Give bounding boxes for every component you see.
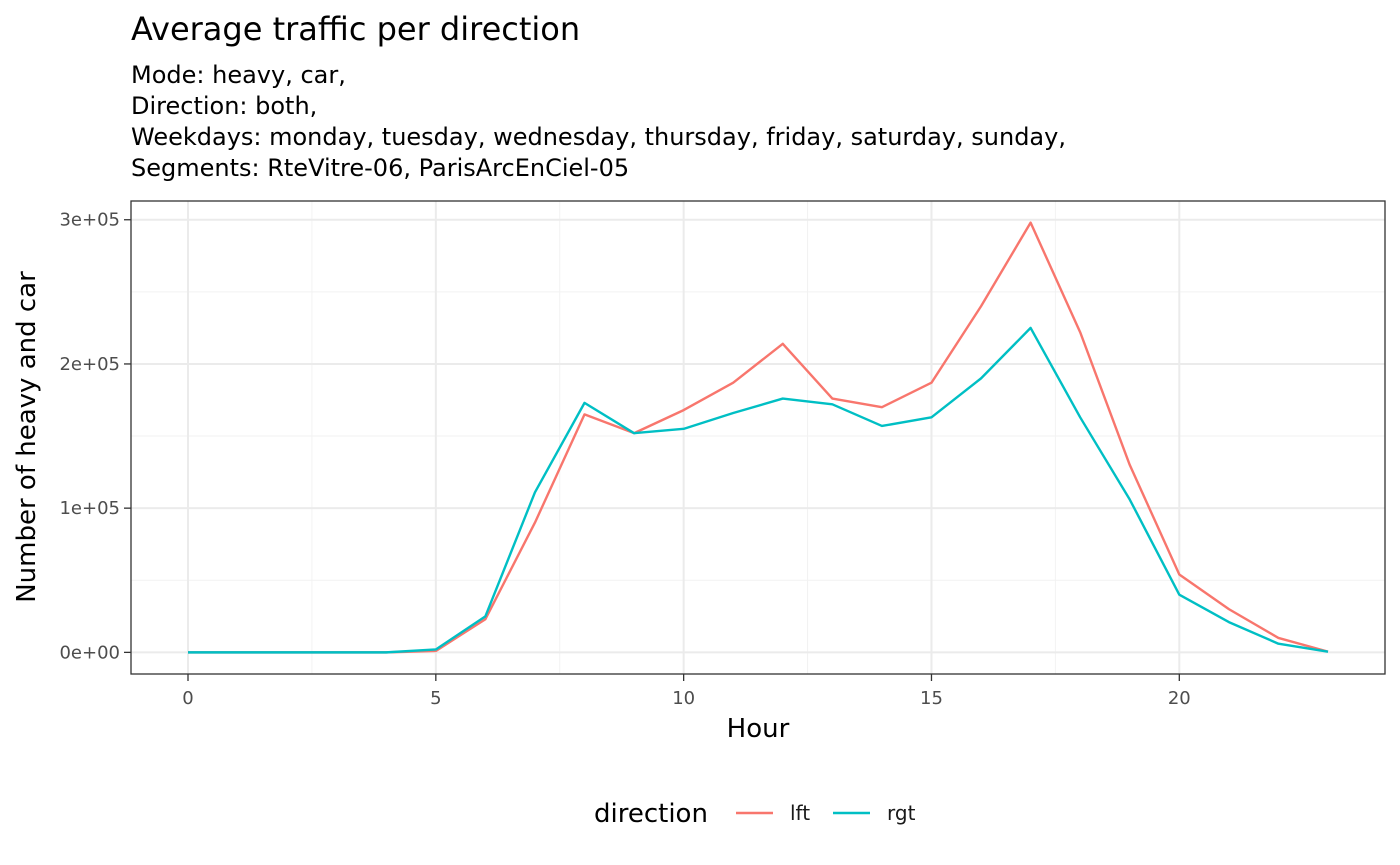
y-tick-label: 2e+05: [59, 354, 120, 375]
legend-label-lft: lft: [790, 801, 810, 825]
chart-subtitle-line-1: Mode: heavy, car,: [131, 61, 346, 89]
major-gridlines: [131, 201, 1385, 674]
chart-subtitle-line-3: Weekdays: monday, tuesday, wednesday, th…: [131, 123, 1066, 151]
x-tick-label: 15: [920, 688, 943, 709]
y-tick-label: 3e+05: [59, 210, 120, 231]
legend: direction lft rgt: [594, 799, 916, 829]
y-axis-title: Number of heavy and car: [12, 271, 42, 603]
x-tick-label: 20: [1168, 688, 1191, 709]
x-tick-label: 0: [182, 688, 193, 709]
y-tick-label: 1e+05: [59, 498, 120, 519]
plot-panel-border: [130, 200, 1386, 675]
x-axis-title: Hour: [727, 714, 790, 744]
chart-title: Average traffic per direction: [131, 10, 580, 48]
minor-gridlines: [131, 201, 1385, 674]
series-layer: [188, 221, 1329, 654]
x-axis: 0 5 10 15 20: [182, 674, 1191, 709]
legend-label-rgt: rgt: [887, 801, 916, 825]
chart-subtitle-line-4: Segments: RteVitre-06, ParisArcEnCiel-05: [131, 154, 629, 182]
chart-subtitle-line-2: Direction: both,: [131, 92, 317, 120]
y-axis: 0e+00 1e+05 2e+05 3e+05: [59, 210, 131, 663]
series-line-rgt: [188, 326, 1329, 654]
x-tick-label: 10: [672, 688, 695, 709]
y-tick-label: 0e+00: [59, 642, 120, 663]
legend-title: direction: [594, 799, 708, 829]
x-tick-label: 5: [430, 688, 441, 709]
series-line-lft: [188, 221, 1329, 654]
